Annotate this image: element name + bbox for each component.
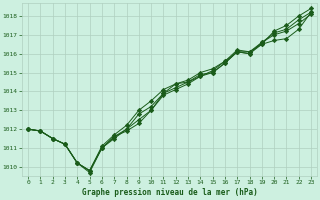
X-axis label: Graphe pression niveau de la mer (hPa): Graphe pression niveau de la mer (hPa) [82, 188, 258, 197]
